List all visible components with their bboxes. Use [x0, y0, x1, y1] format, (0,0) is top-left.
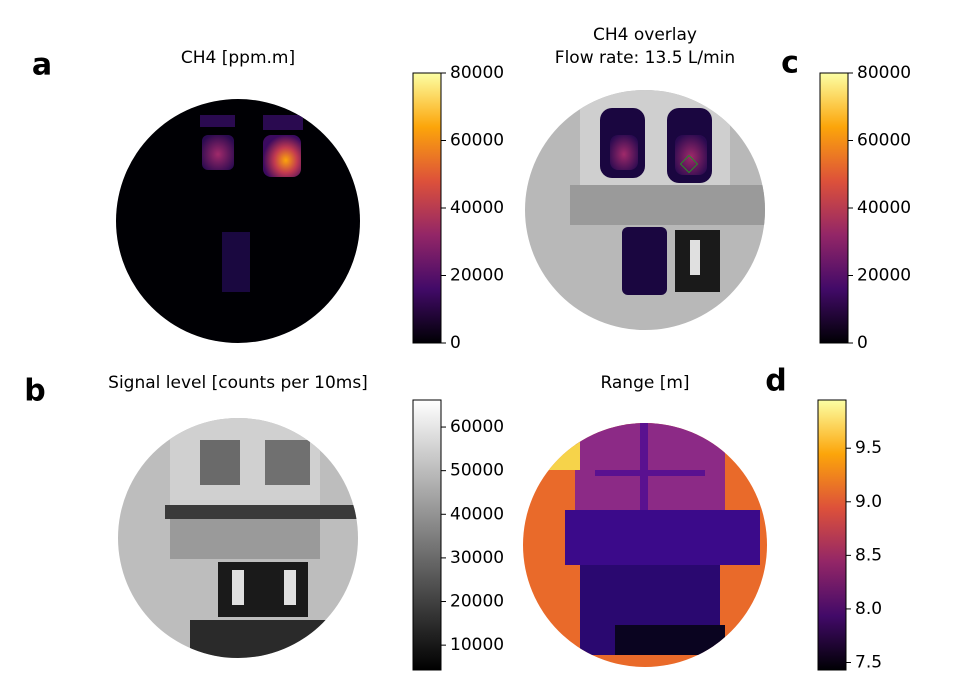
colorbar-tick-label: 30000	[450, 548, 504, 568]
colorbar-tick-label: 8.0	[855, 599, 882, 619]
panel-label: d	[765, 364, 786, 399]
colorbar	[412, 399, 442, 671]
colorbar-tick-label: 60000	[450, 417, 504, 437]
colorbar-tick-label: 40000	[450, 198, 504, 218]
colorbar-tick-label: 20000	[450, 592, 504, 612]
colorbar	[819, 72, 849, 344]
colorbar-tick-label: 80000	[450, 63, 504, 83]
panel-title: Range [m]	[600, 373, 689, 393]
colorbar-tick-label: 60000	[857, 131, 911, 151]
panel-title: CH4 overlay	[593, 25, 697, 45]
panel-title: Flow rate: 13.5 L/min	[555, 48, 735, 68]
colorbar-tick-label: 0	[450, 333, 461, 353]
colorbar	[412, 72, 442, 344]
panel-label: c	[781, 46, 799, 81]
colorbar-tick-label: 0	[857, 333, 868, 353]
colorbar-tick-label: 80000	[857, 63, 911, 83]
colorbar-tick-label: 40000	[857, 198, 911, 218]
overlay-image	[525, 90, 765, 330]
panel-title: Signal level [counts per 10ms]	[108, 373, 368, 393]
colorbar-tick-label: 50000	[450, 461, 504, 481]
panel-label: a	[32, 48, 52, 83]
colorbar-tick-label: 9.0	[855, 492, 882, 512]
colorbar-tick-label: 20000	[450, 266, 504, 286]
colorbar-tick-label: 7.5	[855, 653, 882, 673]
colorbar-tick-label: 10000	[450, 635, 504, 655]
colorbar-tick-label: 60000	[450, 131, 504, 151]
colorbar-tick-label: 8.5	[855, 545, 882, 565]
range-image	[523, 423, 767, 667]
colorbar-tick-label: 9.5	[855, 438, 882, 458]
colorbar-tick-label: 40000	[450, 504, 504, 524]
signal-image	[118, 418, 358, 658]
colorbar	[817, 399, 847, 671]
colorbar-tick-label: 20000	[857, 266, 911, 286]
panel-title: CH4 [ppm.m]	[181, 48, 295, 68]
panel-label: b	[24, 374, 45, 409]
ch4-image	[116, 99, 360, 343]
